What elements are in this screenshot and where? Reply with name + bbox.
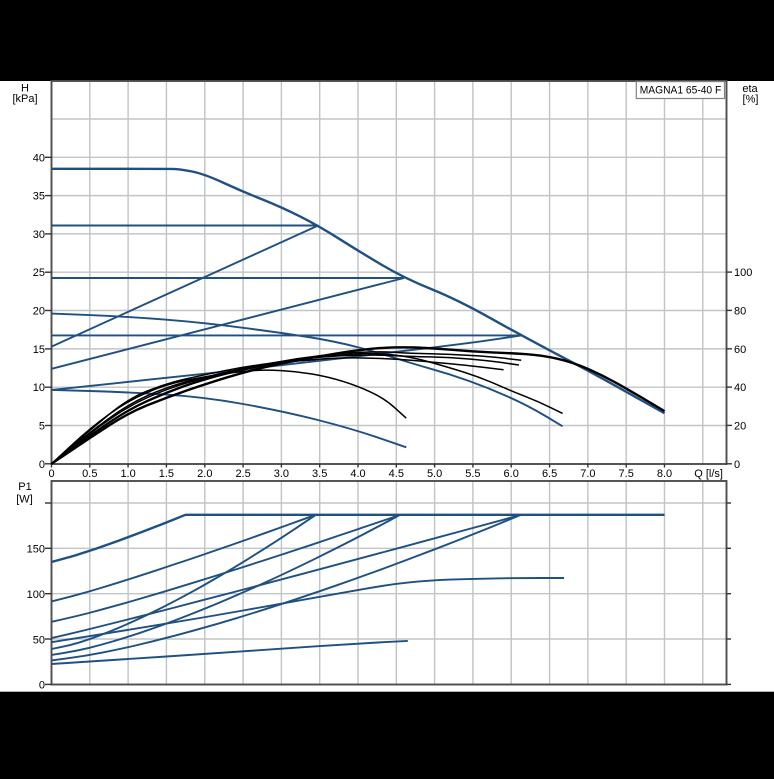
svg-text:80: 80 [734, 305, 746, 317]
svg-text:3.0: 3.0 [274, 468, 289, 480]
svg-text:1.0: 1.0 [120, 468, 135, 480]
svg-text:[W]: [W] [16, 494, 33, 506]
svg-text:60: 60 [734, 344, 746, 356]
svg-text:MAGNA1 65-40 F: MAGNA1 65-40 F [640, 85, 722, 97]
svg-text:35: 35 [33, 191, 45, 203]
svg-text:30: 30 [33, 229, 45, 241]
svg-text:5: 5 [39, 421, 45, 433]
svg-text:2.0: 2.0 [197, 468, 212, 480]
svg-text:3.5: 3.5 [312, 468, 327, 480]
svg-text:Q [l/s]: Q [l/s] [694, 468, 723, 480]
svg-text:0: 0 [39, 680, 45, 692]
svg-text:5.5: 5.5 [465, 468, 480, 480]
svg-text:50: 50 [33, 634, 45, 646]
svg-text:8.0: 8.0 [657, 468, 672, 480]
svg-text:7.5: 7.5 [619, 468, 634, 480]
svg-text:100: 100 [734, 267, 752, 279]
svg-text:10: 10 [33, 382, 45, 394]
svg-text:20: 20 [734, 420, 746, 432]
svg-text:0: 0 [734, 459, 740, 471]
svg-text:20: 20 [33, 306, 45, 318]
svg-text:0: 0 [48, 468, 54, 480]
svg-text:5.0: 5.0 [427, 468, 442, 480]
svg-text:40: 40 [33, 152, 45, 164]
svg-text:eta: eta [742, 83, 758, 95]
svg-text:0.5: 0.5 [82, 468, 97, 480]
svg-text:2.5: 2.5 [235, 468, 250, 480]
svg-text:7.0: 7.0 [580, 468, 595, 480]
svg-text:6.0: 6.0 [504, 468, 519, 480]
svg-text:P1: P1 [18, 481, 31, 493]
svg-text:15: 15 [33, 344, 45, 356]
svg-text:H: H [21, 83, 29, 95]
svg-text:1.5: 1.5 [159, 468, 174, 480]
svg-text:40: 40 [734, 382, 746, 394]
svg-text:4.0: 4.0 [350, 468, 365, 480]
svg-text:6.5: 6.5 [542, 468, 557, 480]
svg-text:150: 150 [27, 544, 45, 556]
svg-text:[%]: [%] [743, 93, 759, 105]
svg-text:100: 100 [27, 589, 45, 601]
svg-text:25: 25 [33, 267, 45, 279]
svg-text:0: 0 [39, 459, 45, 471]
svg-text:[kPa]: [kPa] [12, 93, 37, 105]
svg-text:4.5: 4.5 [389, 468, 404, 480]
